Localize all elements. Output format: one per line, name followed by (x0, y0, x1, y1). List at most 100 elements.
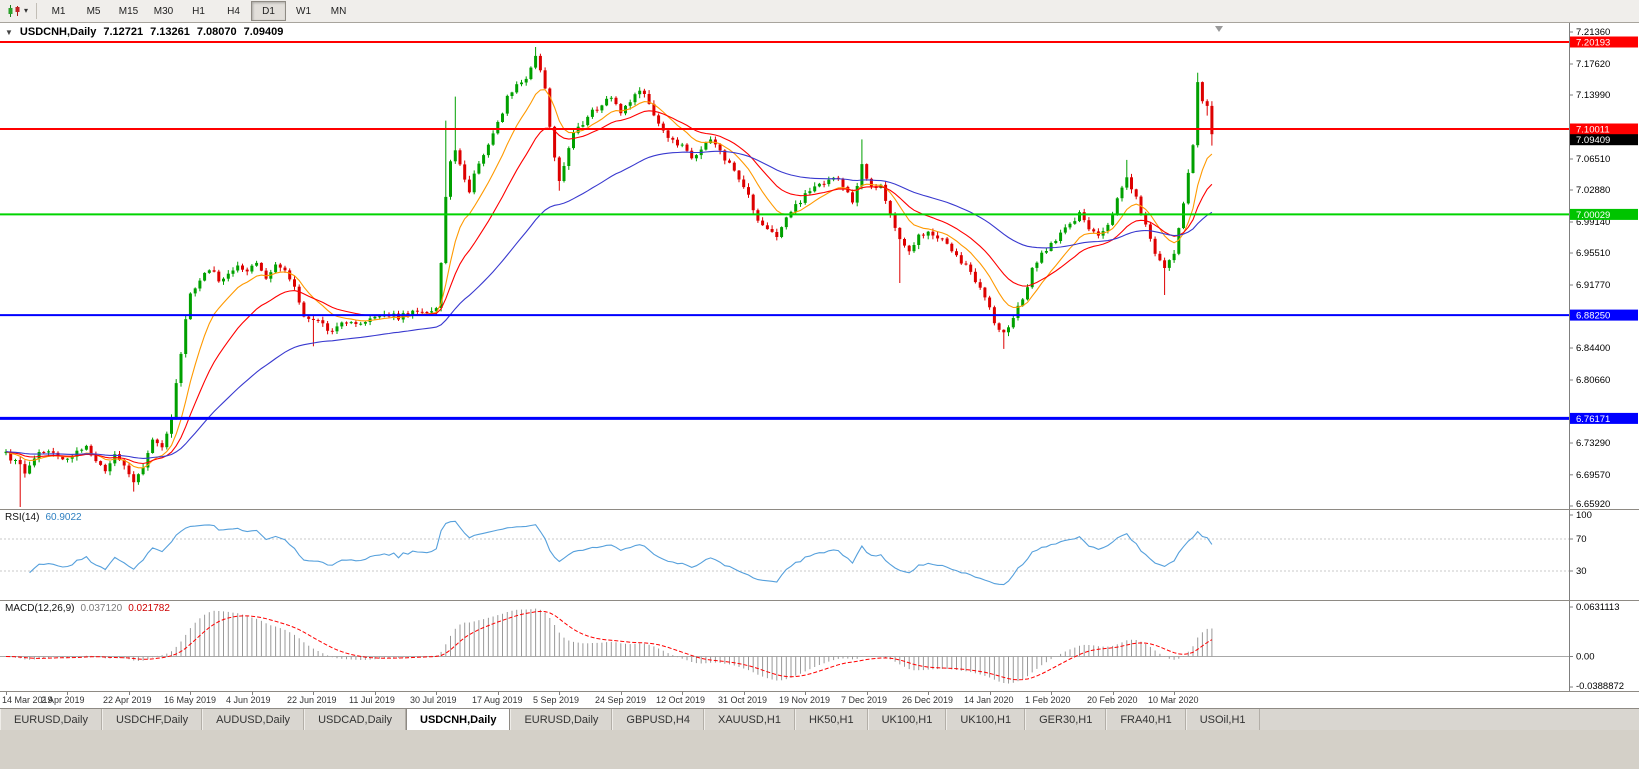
chart-tab-usdcad-daily[interactable]: USDCAD,Daily (304, 709, 407, 730)
rsi-label: RSI(14) (5, 512, 40, 523)
time-axis-label: 4 Jun 2019 (226, 695, 271, 705)
chart-tabs-bar: EURUSD,Daily USDCHF,Daily AUDUSD,Daily USDC… (0, 708, 1639, 730)
ohlc-high: 7.13261 (150, 26, 190, 38)
chart-legend: ▼ USDCNH,Daily 7.12721 7.13261 7.08070 7… (5, 26, 283, 38)
timeframe-button-w1[interactable]: W1 (296, 5, 312, 17)
timeframe-button-d1[interactable]: D1 (251, 1, 287, 21)
svg-text:6.69570: 6.69570 (1576, 470, 1610, 481)
svg-text:0.0631113: 0.0631113 (1576, 602, 1620, 613)
timeframe-button-m1[interactable]: M1 (51, 5, 66, 17)
chart-tab-ger30-h1[interactable]: GER30,H1 (1025, 709, 1107, 730)
time-axis-tick (190, 692, 191, 695)
chart-tab-audusd-daily[interactable]: AUDUSD,Daily (202, 709, 305, 730)
svg-text:6.91770: 6.91770 (1576, 280, 1610, 291)
svg-text:7.09409: 7.09409 (1576, 135, 1610, 146)
time-axis-label: 5 Sep 2019 (533, 695, 580, 705)
svg-text:6.99140: 6.99140 (1576, 217, 1610, 228)
svg-text:7.00029: 7.00029 (1576, 210, 1610, 221)
chart-tab-usoil-h1[interactable]: USOil,H1 (1185, 709, 1260, 730)
svg-text:30: 30 (1576, 566, 1587, 577)
time-axis-tick (990, 692, 991, 695)
ohlc-low: 7.08070 (196, 26, 237, 38)
chart-tab-eurusd-daily[interactable]: EURUSD,Daily (0, 709, 102, 730)
time-axis-tick (928, 692, 929, 695)
time-axis-label: 1 Feb 2020 (1025, 695, 1071, 705)
svg-text:6.80660: 6.80660 (1576, 375, 1610, 386)
time-axis-label: 2 Apr 2019 (41, 695, 85, 705)
macd-label: MACD(12,26,9) (5, 603, 75, 614)
panel-divider[interactable] (0, 509, 1639, 510)
time-axis-label: 30 Jul 2019 (410, 695, 457, 705)
time-axis-tick (498, 692, 499, 695)
collapse-icon[interactable]: ▼ (5, 27, 13, 37)
chart-tab-hk50-h1[interactable]: HK50,H1 (794, 709, 868, 730)
chart-tab-fra40-h1[interactable]: FRA40,H1 (1106, 709, 1186, 730)
chart-tab-uk100-h1[interactable]: UK100,H1 (946, 709, 1026, 730)
time-axis-label: 31 Oct 2019 (718, 695, 768, 705)
time-axis-tick (313, 692, 314, 695)
svg-text:6.95510: 6.95510 (1576, 248, 1610, 259)
candlestick-chart-icon (8, 5, 20, 17)
time-axis-tick (67, 692, 68, 695)
svg-text:7.21360: 7.21360 (1576, 27, 1610, 38)
timeframe-button-h1[interactable]: H1 (192, 5, 205, 17)
ohlc-open: 7.12721 (103, 26, 144, 38)
chart-tab-eurusd-daily[interactable]: EURUSD,Daily (510, 709, 613, 730)
timeframe-button-mn[interactable]: MN (330, 5, 347, 17)
time-axis-tick (805, 692, 806, 695)
time-axis-tick (682, 692, 683, 695)
time-axis[interactable]: 14 Mar 2019 2 Apr 2019 22 Apr 2019 16 May 2… (0, 691, 1639, 708)
toolbar: ▾ M1 M5 M15 M30 H1 H4 D1 W1 MN (0, 0, 1639, 23)
time-axis-label: 22 Jun 2019 (287, 695, 337, 705)
svg-text:7.17620: 7.17620 (1576, 59, 1610, 70)
svg-text:7.10011: 7.10011 (1576, 125, 1610, 136)
time-axis-label: 10 Mar 2020 (1148, 695, 1199, 705)
chart-tab-uk100-h1[interactable]: UK100,H1 (867, 709, 947, 730)
time-axis-label: 14 Jan 2020 (964, 695, 1014, 705)
timeframe-button-m5[interactable]: M5 (86, 5, 101, 17)
timeframe-button-h4[interactable]: H4 (227, 5, 240, 17)
rsi-legend: RSI(14) 60.9022 (5, 512, 82, 523)
time-axis-label: 20 Feb 2020 (1087, 695, 1138, 705)
time-axis-label: 7 Dec 2019 (841, 695, 888, 705)
svg-text:6.84400: 6.84400 (1576, 343, 1610, 354)
chart-tab-gbpusd-h4[interactable]: GBPUSD,H4 (612, 709, 704, 730)
rsi-panel[interactable]: 100 70 30 RSI(14) 60.9022 (0, 510, 1639, 600)
time-axis-tick (375, 692, 376, 695)
time-axis-tick (252, 692, 253, 695)
svg-text:7.06510: 7.06510 (1576, 154, 1610, 165)
svg-text:6.73290: 6.73290 (1576, 438, 1610, 449)
time-axis-tick (867, 692, 868, 695)
timeframe-button-m15[interactable]: M15 (118, 5, 139, 17)
chart-type-button[interactable]: ▾ (3, 1, 32, 21)
price-axis[interactable] (1570, 23, 1639, 509)
chart-window: 7.21360 7.17620 7.13990 7.06510 7.02880 6.991… (0, 23, 1639, 708)
svg-text:7.20193: 7.20193 (1576, 38, 1610, 49)
time-axis-tick (559, 692, 560, 695)
macd-main-value: 0.037120 (80, 603, 123, 614)
time-axis-label: 17 Aug 2019 (472, 695, 523, 705)
ohlc-close: 7.09409 (243, 26, 284, 38)
chart-tab-usdcnh-daily[interactable]: USDCNH,Daily (406, 709, 511, 730)
macd-canvas[interactable]: 0.0631113 0.00 -0.0388872 (0, 601, 1639, 691)
timeframe-button-m30[interactable]: M30 (153, 5, 174, 17)
time-axis-label: 19 Nov 2019 (779, 695, 831, 705)
main-chart-canvas[interactable]: 7.21360 7.17620 7.13990 7.06510 7.02880 6.991… (0, 23, 1639, 509)
toolbar-separator (36, 3, 38, 19)
chart-tab-usdchf-daily[interactable]: USDCHF,Daily (101, 709, 203, 730)
time-axis-tick (1113, 692, 1114, 695)
rsi-canvas[interactable]: 100 70 30 (0, 510, 1639, 600)
svg-text:6.65920: 6.65920 (1576, 499, 1610, 509)
tabbar-filler (1260, 709, 1639, 730)
macd-panel[interactable]: 0.0631113 0.00 -0.0388872 MACD(12,26,9) 0.… (0, 601, 1639, 691)
chart-tab-xauusd-h1[interactable]: XAUUSD,H1 (703, 709, 795, 730)
symbol-label: USDCNH,Daily (19, 26, 97, 38)
svg-text:7.13990: 7.13990 (1576, 90, 1610, 101)
svg-text:7.02880: 7.02880 (1576, 185, 1610, 196)
svg-text:6.76171: 6.76171 (1576, 414, 1610, 425)
rsi-value: 60.9022 (45, 512, 82, 523)
timeframe-group: M1 M5 M15 M30 H1 H4 D1 W1 MN (41, 1, 356, 21)
main-chart-panel[interactable]: 7.21360 7.17620 7.13990 7.06510 7.02880 6.991… (0, 23, 1639, 509)
panel-divider[interactable] (0, 600, 1639, 601)
